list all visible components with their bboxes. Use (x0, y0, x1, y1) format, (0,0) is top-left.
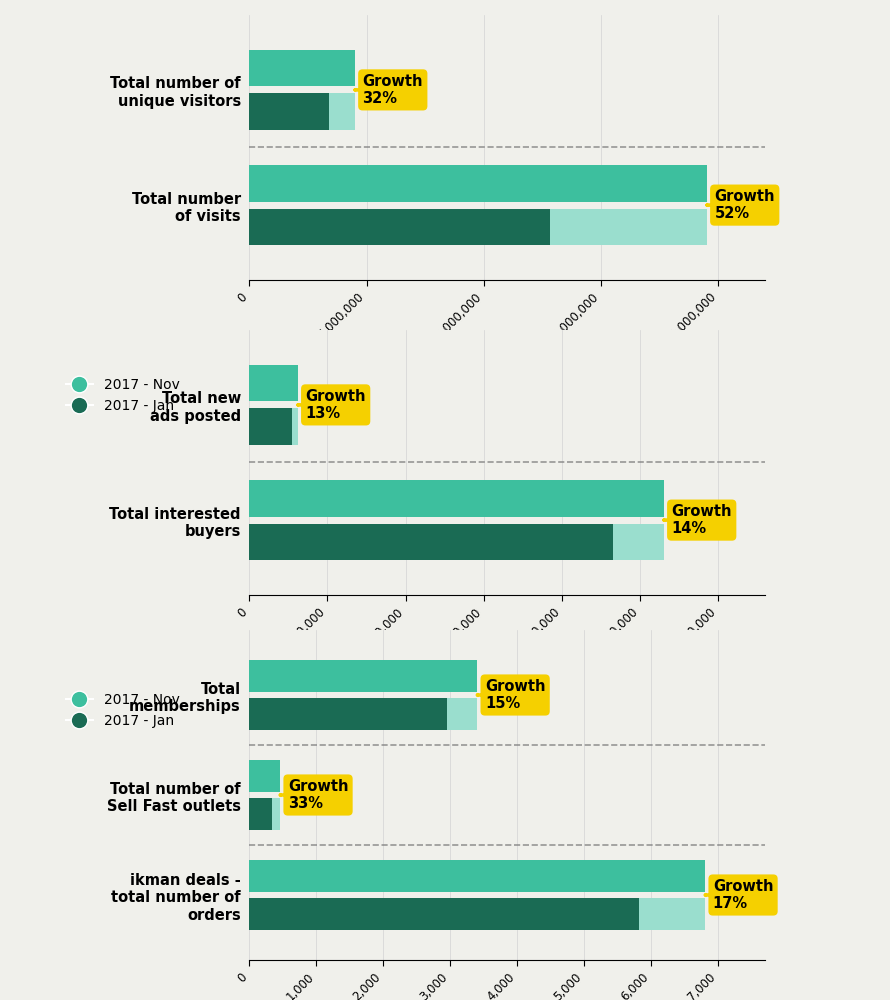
Bar (249, 798, 272, 830)
Text: Growth
15%: Growth 15% (478, 679, 546, 711)
Bar (292, 408, 297, 445)
Bar (613, 524, 664, 560)
Bar (249, 93, 329, 130)
Bar (249, 524, 613, 560)
Text: Growth
13%: Growth 13% (298, 389, 366, 421)
Bar (249, 365, 297, 401)
Bar (249, 209, 550, 245)
Bar (448, 698, 477, 730)
Bar (249, 760, 280, 792)
Bar (272, 798, 280, 830)
Text: Growth
52%: Growth 52% (708, 189, 775, 221)
Bar (550, 209, 707, 245)
Text: Growth
14%: Growth 14% (664, 504, 732, 536)
Legend: 2017 - Nov, 2017 - Jan: 2017 - Nov, 2017 - Jan (60, 688, 186, 734)
Text: Growth
33%: Growth 33% (280, 779, 348, 811)
Bar (329, 93, 355, 130)
Bar (249, 165, 707, 202)
Bar (249, 660, 477, 692)
Text: Growth
17%: Growth 17% (706, 879, 773, 911)
Bar (249, 898, 639, 930)
Text: Growth
32%: Growth 32% (355, 74, 423, 106)
Bar (249, 698, 448, 730)
Bar (249, 480, 664, 517)
Bar (249, 408, 292, 445)
Legend: 2017 - Nov, 2017 - Jan: 2017 - Nov, 2017 - Jan (60, 373, 186, 419)
Bar (639, 898, 705, 930)
Bar (249, 860, 705, 892)
Bar (249, 50, 355, 86)
